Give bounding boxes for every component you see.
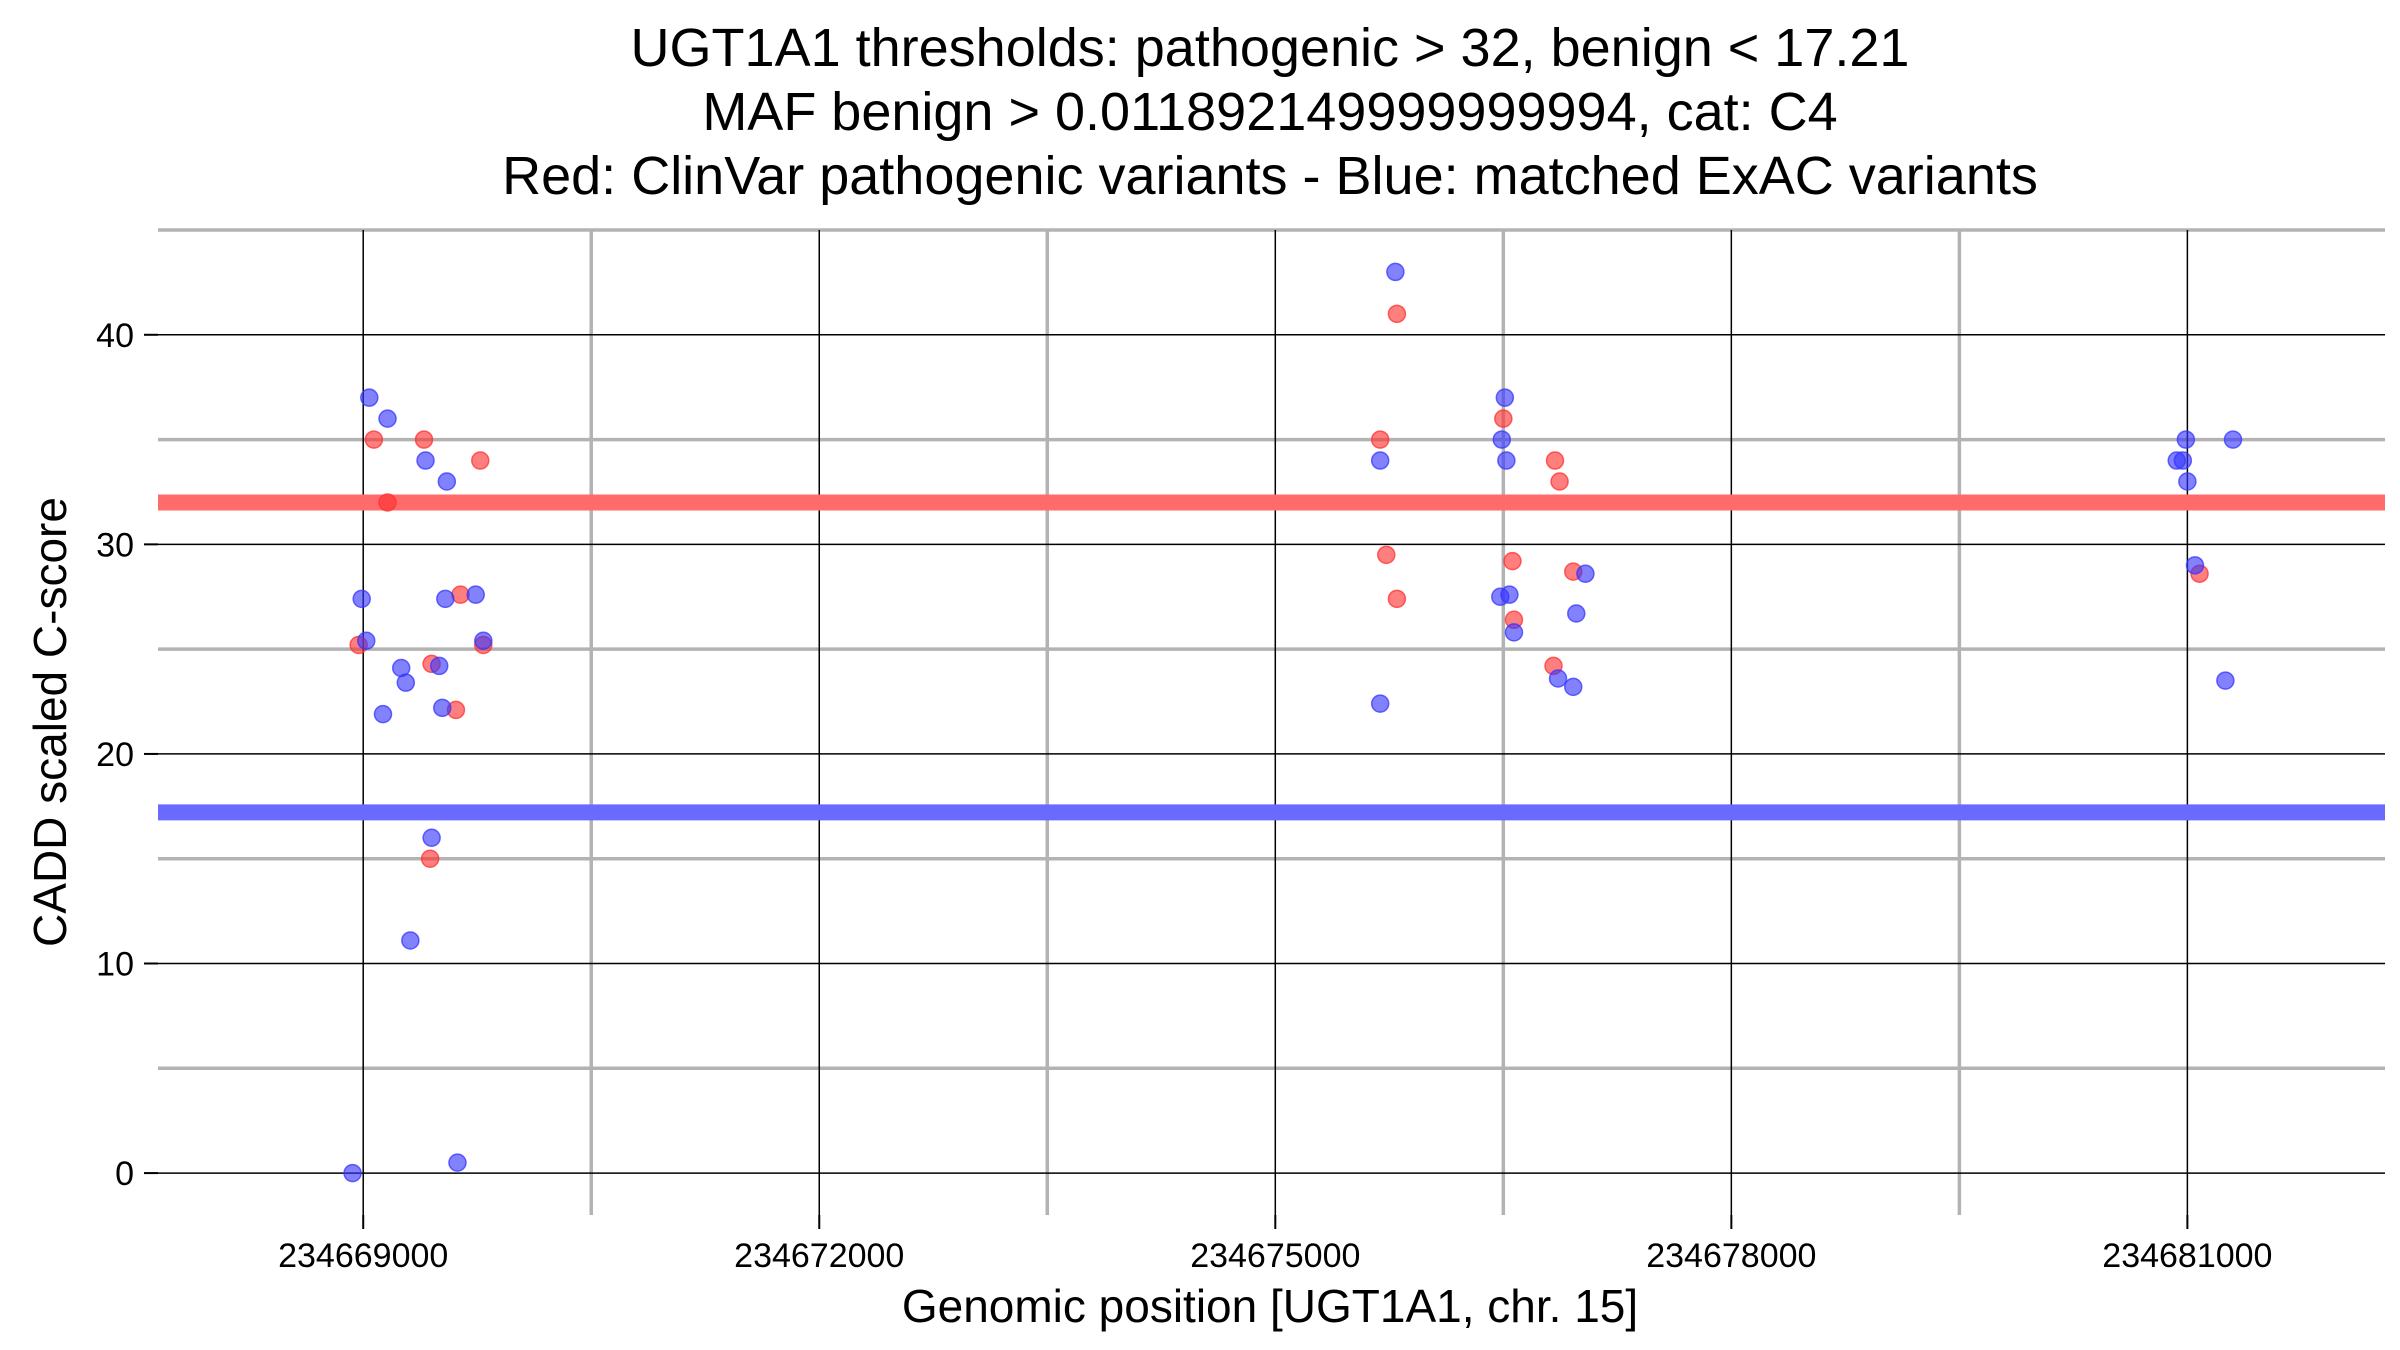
x-tick-label: 234675000 [1190,1237,1360,1275]
exac-point [1370,451,1390,470]
exac-point [474,631,493,651]
exac-point [466,585,485,604]
minor-gridlines [158,228,2385,1215]
exac-point [343,1163,362,1183]
y-tick-label: 30 [96,526,134,564]
x-tick-label: 234681000 [2102,1237,2272,1275]
exac-point [1495,388,1515,407]
clinvar-point [1494,409,1513,428]
exac-point [1504,623,1524,642]
exac-point [436,589,455,609]
clinvar-point [420,849,440,868]
exac-point [1497,451,1516,470]
y-tick-label: 40 [96,317,134,355]
x-tick-label: 234672000 [734,1237,904,1275]
exac-point [1500,585,1519,604]
major-gridlines [158,230,2385,1215]
exac-point [422,828,441,848]
exac-point [437,472,457,491]
clinvar-point [1545,451,1565,470]
clinvar-point [1387,304,1407,324]
x-tick-label: 234678000 [1646,1237,1816,1275]
exac-point [1567,604,1586,623]
exac-point [1386,262,1405,282]
y-axis-ticks: 0 10 20 30 40 [96,317,158,1193]
chart-title-line-3: Red: ClinVar pathogenic variants - Blue:… [502,146,2038,206]
clinvar-point [414,430,434,449]
clinvar-point [1503,551,1522,571]
clinvar-point [451,585,470,604]
exac-point [2216,671,2235,690]
x-axis-ticks: 234669000 234672000 234675000 234678000 2346… [278,1215,2272,1275]
clinvar-point [1377,545,1396,565]
x-axis-label: Genomic position [UGT1A1, chr. 15] [902,1280,1638,1332]
y-axis-label: CADD scaled C-score [24,497,76,947]
exac-point [2178,472,2197,491]
y-tick-label: 20 [96,736,134,774]
exac-point [416,451,435,470]
exac-point [429,656,449,676]
exac-point [2176,430,2196,449]
exac-point [1576,564,1595,583]
chart-title-line-1: UGT1A1 thresholds: pathogenic > 32, beni… [631,18,1910,78]
exac-point [433,698,452,718]
exac-point [2173,451,2193,470]
clinvar-point [1550,472,1569,491]
clinvar-point [364,430,384,449]
exac-point [378,409,397,428]
exac-point [448,1153,467,1172]
exac-point [373,704,393,724]
data-points [343,262,2243,1183]
clinvar-point [471,451,490,470]
exac-point [1563,677,1583,697]
exac-point [401,931,420,950]
exac-point [360,388,379,407]
exac-point [1492,430,1512,449]
chart-title-line-2: MAF benign > 0.011892149999999994, cat: … [702,82,1837,142]
exac-point [1370,694,1390,713]
exac-point [2185,556,2205,575]
threshold-lines [158,494,2385,821]
y-tick-label: 10 [96,946,134,984]
clinvar-point [1387,589,1407,609]
clinvar-point [1370,430,1390,449]
exac-point [1548,669,1568,688]
exac-point [357,631,376,651]
exac-point [352,589,371,609]
chart-title: UGT1A1 thresholds: pathogenic > 32, beni… [502,18,2038,206]
exac-point [396,673,416,692]
y-tick-label: 0 [115,1155,134,1193]
exac-point [2223,430,2243,449]
clinvar-point [378,493,397,512]
x-tick-label: 234669000 [278,1237,448,1275]
